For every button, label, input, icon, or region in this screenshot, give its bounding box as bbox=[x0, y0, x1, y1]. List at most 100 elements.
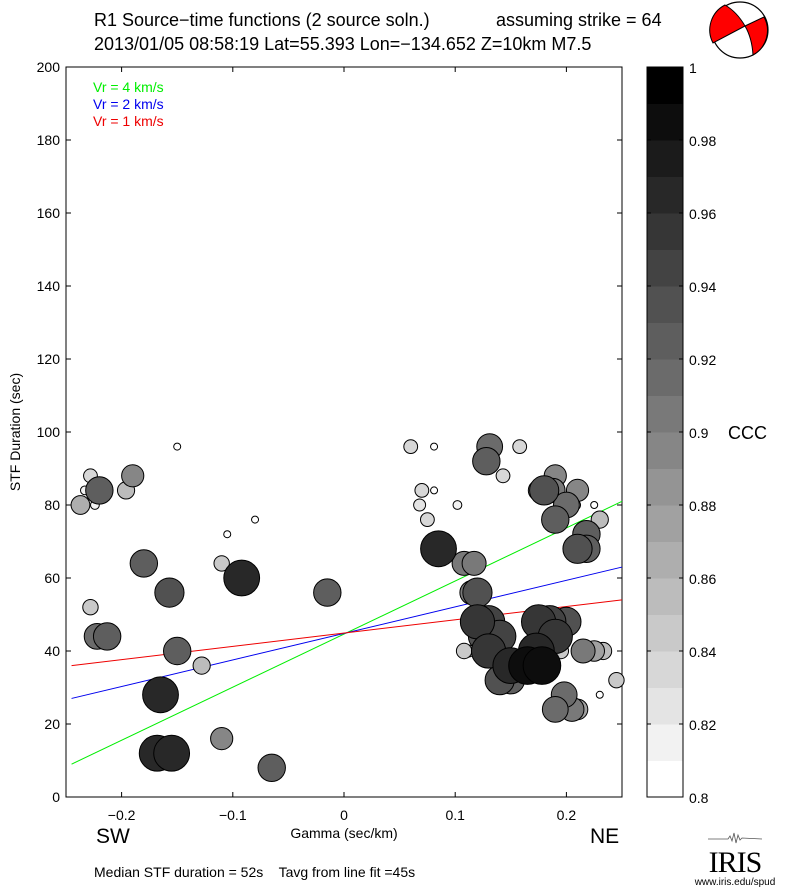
y-tick-label: 0 bbox=[52, 789, 60, 805]
data-point bbox=[512, 439, 528, 455]
colorbar-band bbox=[647, 578, 683, 615]
legend-entry-1: Vr = 4 km/s bbox=[93, 79, 164, 95]
data-point bbox=[414, 483, 430, 498]
data-point bbox=[313, 578, 342, 607]
y-tick-label: 80 bbox=[44, 497, 60, 513]
colorbar-band bbox=[647, 359, 683, 396]
data-point bbox=[213, 555, 230, 572]
colorbar-band bbox=[647, 614, 683, 652]
colorbar-tick-label: 0.84 bbox=[689, 644, 716, 660]
data-point bbox=[257, 753, 286, 782]
data-point bbox=[192, 656, 211, 675]
colorbar-tick-label: 0.88 bbox=[689, 498, 716, 514]
chart-title-line2: 2013/01/05 08:58:19 Lat=55.393 Lon=−134.… bbox=[94, 34, 592, 54]
y-tick-label: 120 bbox=[37, 351, 61, 367]
data-point bbox=[121, 464, 145, 488]
colorbar-band bbox=[647, 687, 683, 725]
iris-logo[interactable]: IRIS www.iris.edu/spud bbox=[690, 830, 780, 888]
x-tick-label: 0.2 bbox=[557, 807, 577, 823]
y-tick-label: 100 bbox=[37, 424, 61, 440]
y-tick-label: 180 bbox=[37, 132, 61, 148]
data-point bbox=[452, 500, 463, 510]
y-tick-label: 160 bbox=[37, 205, 61, 221]
data-point bbox=[153, 734, 191, 772]
colorbar-band bbox=[647, 140, 683, 177]
x-axis-label: Gamma (sec/km) bbox=[290, 825, 397, 841]
data-point bbox=[85, 476, 114, 505]
data-point bbox=[462, 577, 493, 608]
colorbar-band bbox=[647, 760, 683, 798]
data-point bbox=[420, 530, 457, 568]
data-point bbox=[608, 672, 625, 689]
data-point bbox=[413, 498, 427, 512]
iris-url[interactable]: www.iris.edu/spud bbox=[694, 877, 776, 888]
colorbar-tick-label: 0.96 bbox=[689, 206, 716, 222]
data-point bbox=[562, 533, 593, 564]
colorbar-band bbox=[647, 651, 683, 688]
data-point bbox=[430, 486, 439, 495]
direction-ne: NE bbox=[590, 825, 619, 848]
x-tick-label: 0.1 bbox=[445, 807, 465, 823]
y-tick-label: 20 bbox=[44, 716, 60, 732]
data-point bbox=[570, 638, 596, 664]
data-point bbox=[142, 676, 179, 714]
data-point bbox=[70, 495, 91, 515]
summary-text: Median STF duration = 52s Tavg from line… bbox=[94, 864, 415, 880]
colorbar-tick-label: 0.9 bbox=[689, 425, 709, 441]
data-point bbox=[590, 501, 599, 509]
colorbar-band bbox=[647, 322, 683, 360]
y-axis-label: STF Duration (sec) bbox=[7, 373, 23, 491]
chart-title-line1: R1 Source−time functions (2 source soln.… bbox=[94, 10, 430, 30]
data-point bbox=[541, 696, 569, 723]
iris-logo-text: IRIS bbox=[708, 846, 763, 879]
data-point bbox=[541, 505, 570, 534]
data-point bbox=[223, 559, 261, 597]
data-point bbox=[154, 577, 185, 608]
x-tick-label: −0.1 bbox=[219, 807, 247, 823]
x-tick-label: −0.2 bbox=[108, 807, 136, 823]
colorbar-band bbox=[647, 249, 683, 287]
colorbar-tick-label: 1 bbox=[689, 60, 697, 76]
y-tick-label: 60 bbox=[44, 570, 60, 586]
data-point bbox=[92, 622, 122, 651]
data-point bbox=[82, 599, 99, 616]
data-point bbox=[163, 636, 192, 666]
y-tick-label: 200 bbox=[37, 59, 61, 75]
colorbar-tick-label: 0.92 bbox=[689, 352, 716, 368]
colorbar-band bbox=[647, 505, 683, 542]
colorbar-tick-label: 0.86 bbox=[689, 571, 716, 587]
data-point bbox=[495, 468, 511, 484]
colorbar-band bbox=[647, 176, 683, 214]
colorbar-band bbox=[647, 103, 683, 141]
colorbar-band bbox=[647, 468, 683, 506]
data-point bbox=[455, 642, 473, 660]
strike-text: assuming strike = 64 bbox=[496, 10, 662, 30]
colorbar-band bbox=[647, 724, 683, 761]
data-point bbox=[595, 690, 604, 699]
legend-entry-3: Vr = 1 km/s bbox=[93, 113, 164, 129]
colorbar-band bbox=[647, 213, 683, 250]
data-point bbox=[430, 442, 439, 451]
data-point bbox=[129, 549, 159, 578]
colorbar-tick-label: 0.8 bbox=[689, 790, 709, 806]
colorbar-band bbox=[647, 395, 683, 433]
colorbar-tick-label: 0.98 bbox=[689, 133, 716, 149]
colorbar-band bbox=[647, 67, 683, 104]
data-point bbox=[461, 550, 487, 576]
colorbar-band bbox=[647, 286, 683, 323]
focal-mechanism-beachball bbox=[709, 1, 769, 59]
x-tick-label: 0 bbox=[340, 807, 348, 823]
legend-entry-2: Vr = 2 km/s bbox=[93, 96, 164, 112]
direction-sw: SW bbox=[96, 825, 130, 848]
colorbar-label: CCC bbox=[728, 423, 767, 443]
colorbar-band bbox=[647, 432, 683, 469]
data-point bbox=[472, 447, 501, 476]
y-tick-label: 40 bbox=[44, 643, 60, 659]
y-tick-label: 140 bbox=[37, 278, 61, 294]
colorbar-band bbox=[647, 541, 683, 579]
colorbar-tick-label: 0.82 bbox=[689, 717, 716, 733]
data-point bbox=[522, 646, 562, 685]
data-point bbox=[529, 475, 560, 506]
seismogram-icon bbox=[708, 832, 763, 844]
